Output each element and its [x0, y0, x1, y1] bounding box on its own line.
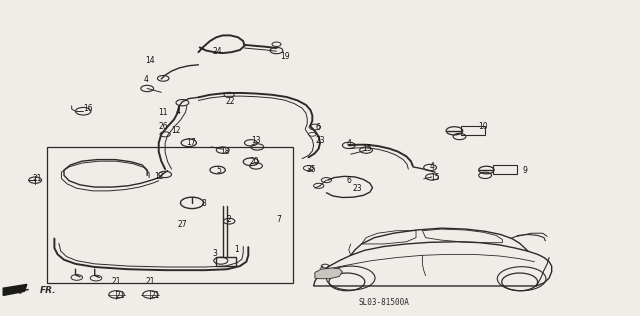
Text: 8: 8	[201, 199, 206, 208]
Text: 4: 4	[175, 107, 180, 116]
Text: 17: 17	[186, 138, 196, 147]
Text: 4: 4	[346, 139, 351, 148]
Bar	[493, 165, 517, 174]
Text: 4: 4	[143, 75, 148, 84]
Text: 10: 10	[478, 122, 488, 131]
Bar	[461, 126, 485, 135]
Bar	[216, 257, 236, 266]
Text: 18: 18	[221, 147, 230, 156]
Text: 4: 4	[429, 162, 435, 171]
Text: 5: 5	[216, 166, 221, 175]
Polygon shape	[3, 284, 27, 295]
Text: 23: 23	[352, 184, 362, 192]
Text: 7: 7	[276, 215, 281, 224]
Text: SL03-81500A: SL03-81500A	[358, 298, 410, 307]
Text: 20: 20	[250, 157, 260, 166]
Text: 14: 14	[145, 56, 156, 65]
Text: 21: 21	[145, 277, 154, 286]
Text: 25: 25	[307, 165, 317, 173]
Text: 22: 22	[226, 97, 235, 106]
Text: 6: 6	[315, 124, 320, 132]
Text: 9: 9	[522, 166, 527, 175]
Text: 11: 11	[159, 108, 168, 117]
Polygon shape	[315, 268, 342, 279]
Bar	[47, 147, 293, 283]
Text: 1: 1	[234, 245, 239, 254]
Text: 15: 15	[362, 144, 372, 153]
Text: 13: 13	[251, 136, 261, 145]
Text: 12: 12	[172, 126, 180, 135]
Text: 6: 6	[346, 176, 351, 185]
Text: 21: 21	[33, 174, 42, 183]
Text: 21: 21	[116, 291, 125, 300]
Text: 23: 23	[315, 136, 325, 145]
Text: 3: 3	[212, 249, 217, 258]
Text: 12: 12	[154, 173, 163, 181]
Text: FR.: FR.	[40, 286, 56, 295]
Text: 21: 21	[111, 277, 120, 286]
Text: 15: 15	[430, 173, 440, 182]
Text: 19: 19	[280, 52, 290, 61]
Text: 16: 16	[83, 104, 93, 112]
Text: 24: 24	[212, 47, 223, 56]
Text: 27: 27	[177, 220, 188, 229]
Text: 21: 21	[150, 291, 159, 300]
Text: 26: 26	[158, 122, 168, 131]
Text: 2: 2	[227, 215, 232, 224]
